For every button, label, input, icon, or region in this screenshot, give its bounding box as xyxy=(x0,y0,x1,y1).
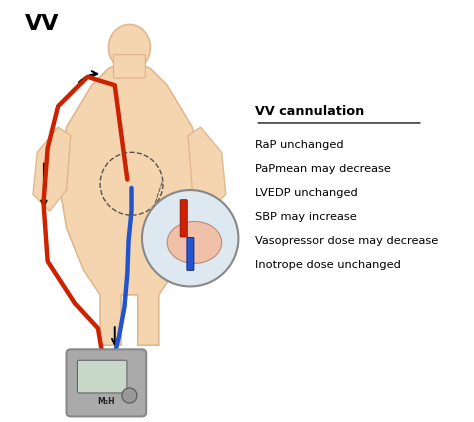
Text: SBP may increase: SBP may increase xyxy=(255,212,357,222)
Text: VV cannulation: VV cannulation xyxy=(255,105,365,118)
Text: PaPmean may decrease: PaPmean may decrease xyxy=(255,164,391,174)
Text: Inotrope dose unchanged: Inotrope dose unchanged xyxy=(255,260,401,270)
Polygon shape xyxy=(58,60,201,345)
FancyBboxPatch shape xyxy=(66,349,146,417)
Text: LVEDP unchanged: LVEDP unchanged xyxy=(255,188,358,198)
Circle shape xyxy=(142,190,238,287)
FancyBboxPatch shape xyxy=(180,200,187,237)
FancyBboxPatch shape xyxy=(77,360,127,393)
Ellipse shape xyxy=(167,222,222,263)
FancyBboxPatch shape xyxy=(187,238,194,271)
Text: RaP unchanged: RaP unchanged xyxy=(255,140,344,150)
Ellipse shape xyxy=(109,24,150,70)
Polygon shape xyxy=(188,127,226,211)
Text: M₂H: M₂H xyxy=(98,398,115,406)
Text: VV: VV xyxy=(25,14,59,34)
Text: Vasopressor dose may decrease: Vasopressor dose may decrease xyxy=(255,236,438,246)
FancyBboxPatch shape xyxy=(113,54,146,78)
Circle shape xyxy=(122,388,137,403)
Polygon shape xyxy=(33,127,71,211)
